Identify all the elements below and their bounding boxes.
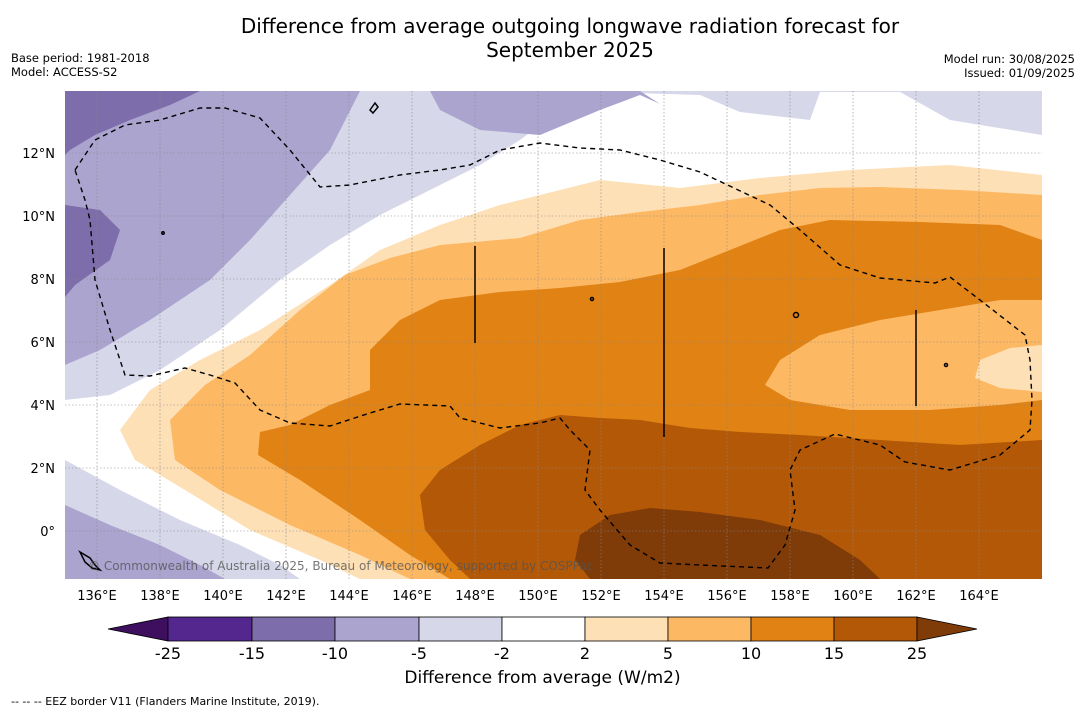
lon-label-136e: 136°E: [77, 589, 117, 604]
gridlines: [65, 91, 1042, 579]
lon-label-148e: 148°E: [455, 589, 495, 604]
lon-label-146e: 146°E: [392, 589, 432, 604]
title-line-1: Difference from average outgoing longwav…: [240, 14, 900, 38]
colorbar-label-2: 2: [579, 644, 591, 663]
lat-label-8n: 8°N: [31, 273, 56, 288]
colorbar-seg-3: [334, 616, 420, 642]
lon-label-144e: 144°E: [329, 589, 369, 604]
lon-label-140e: 140°E: [203, 589, 243, 604]
lon-label-154e: 154°E: [644, 589, 684, 604]
colorbar-label-minus-10: -10: [321, 644, 349, 663]
lon-label-160e: 160°E: [833, 589, 873, 604]
chart-title: Difference from average outgoing longwav…: [0, 14, 1085, 62]
colorbar-seg-7: [667, 616, 752, 642]
colorbar-seg-1: [167, 616, 253, 642]
lon-label-164e: 164°E: [959, 589, 999, 604]
model-run-text: Model run: 30/08/2025: [943, 52, 1075, 66]
eez-footnote: -- -- -- EEZ border V11 (Flanders Marine…: [11, 695, 320, 708]
colorbar-seg-5: [501, 616, 586, 642]
meta-right: Model run: 30/08/2025 Issued: 01/09/2025: [944, 52, 1075, 80]
meta-left: Base period: 1981-2018 Model: ACCESS-S2: [11, 51, 150, 79]
lon-label-156e: 156°E: [707, 589, 747, 604]
colorbar-label-minus-5: -5: [411, 644, 427, 663]
lon-labels: 136°E 138°E 140°E 142°E 144°E 146°E 148°…: [77, 589, 999, 604]
lon-label-142e: 142°E: [266, 589, 306, 604]
band-plus-2-east-tongue: [975, 345, 1042, 392]
band-plus-25: [575, 508, 880, 579]
colorbar-seg-6: [584, 616, 669, 642]
copyright-text: © Commonwealth of Australia 2025, Bureau…: [88, 559, 593, 573]
issued-text: Issued: 01/09/2025: [964, 66, 1075, 80]
lon-label-138e: 138°E: [140, 589, 180, 604]
islands: [78, 101, 949, 572]
lat-label-6n: 6°N: [31, 336, 56, 351]
lon-label-152e: 152°E: [581, 589, 621, 604]
map-field: © Commonwealth of Australia 2025, Bureau…: [65, 91, 1042, 579]
colorbar-seg-8: [750, 616, 835, 642]
colorbar-label-minus-15: -15: [238, 644, 266, 663]
band-minus-15: [65, 91, 200, 297]
band-minus-10-south: [65, 505, 225, 579]
title-line-2: September 2025: [486, 38, 654, 62]
lat-label-2n: 2°N: [31, 462, 56, 477]
base-period-text: Base period: 1981-2018: [11, 51, 150, 65]
lat-label-0: 0°: [40, 525, 55, 540]
colorbar-seg-4: [418, 616, 503, 642]
colorbar-label-10: 10: [740, 644, 762, 663]
band-minus-10: [65, 91, 660, 365]
lat-label-10n: 10°N: [22, 210, 55, 225]
model-text: Model: ACCESS-S2: [11, 65, 118, 79]
colorbar-seg-9: [833, 616, 918, 642]
colorbar-title: Difference from average (W/m2): [404, 668, 681, 688]
colorbar-arrow-right: [916, 616, 978, 642]
band-plus-5-east-tongue: [765, 300, 1042, 410]
band-plus-15: [420, 415, 1042, 579]
lat-labels: 12°N 10°N 8°N 6°N 4°N 2°N 0°: [22, 147, 55, 540]
colorbar-label-minus-25: -25: [154, 644, 182, 663]
lon-label-150e: 150°E: [518, 589, 558, 604]
colorbar-label-minus-2: -2: [494, 644, 510, 663]
colorbar: [107, 616, 978, 642]
colorbar-label-25: 25: [906, 644, 928, 663]
lon-label-158e: 158°E: [770, 589, 810, 604]
colorbar-seg-2: [251, 616, 336, 642]
colorbar-label-15: 15: [823, 644, 845, 663]
lat-label-12n: 12°N: [22, 147, 55, 162]
lat-label-4n: 4°N: [31, 399, 56, 414]
colorbar-label-5: 5: [662, 644, 674, 663]
colorbar-arrow-left: [107, 616, 169, 642]
lon-label-162e: 162°E: [896, 589, 936, 604]
